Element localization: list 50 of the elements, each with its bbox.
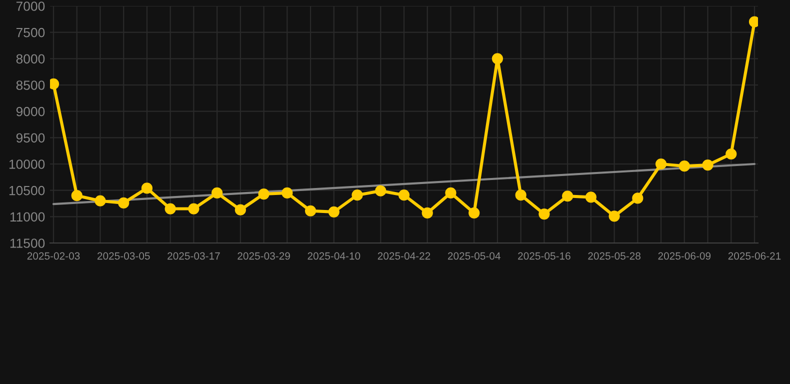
y-tick-label: 10500 xyxy=(9,186,45,196)
point xyxy=(726,148,737,160)
point xyxy=(234,204,246,216)
point xyxy=(515,190,526,201)
x-tick-label: 2025-05-16 xyxy=(518,252,570,260)
point xyxy=(212,187,223,199)
x-tick-label: 2025-03-05 xyxy=(97,252,150,260)
point xyxy=(375,185,386,196)
y-tick-label: 8500 xyxy=(16,80,45,90)
x-tick-label: 2025-05-28 xyxy=(588,252,640,260)
point xyxy=(328,206,340,218)
point xyxy=(352,190,363,201)
point xyxy=(164,203,176,214)
x-tick-label: 2025-06-09 xyxy=(658,252,711,260)
point xyxy=(304,205,316,216)
point xyxy=(141,182,153,194)
point xyxy=(118,197,130,209)
point xyxy=(608,210,620,222)
x-tick-label: 2025-03-29 xyxy=(238,252,290,260)
point xyxy=(655,158,667,170)
point xyxy=(188,203,200,214)
y-tick-label: 8000 xyxy=(16,54,45,64)
y-tick-label: 10000 xyxy=(9,160,45,169)
point xyxy=(562,190,574,202)
point xyxy=(702,159,714,171)
y-tick-label: 9000 xyxy=(16,106,45,116)
y-tick-label: 7000 xyxy=(16,2,45,11)
y-tick-label: 11000 xyxy=(10,212,45,222)
point xyxy=(422,207,433,219)
x-tick-label: 2025-02-03 xyxy=(27,252,80,260)
point xyxy=(492,53,504,64)
y-tick-label: 7500 xyxy=(16,28,45,38)
point xyxy=(585,192,596,203)
point xyxy=(71,190,82,202)
x-tick-label: 2025-05-04 xyxy=(448,252,500,260)
x-tick-label: 2025-04-10 xyxy=(308,252,360,260)
point xyxy=(94,195,106,206)
point xyxy=(282,187,293,199)
point xyxy=(632,192,644,204)
x-tick-label: 2025-06-21 xyxy=(728,252,781,260)
point xyxy=(445,187,456,199)
y-tick-label: 11500 xyxy=(10,238,45,248)
y-tick-label: 9500 xyxy=(16,133,45,143)
point xyxy=(398,190,410,201)
point xyxy=(258,188,270,200)
x-tick-label: 2025-03-17 xyxy=(168,252,220,260)
point xyxy=(468,207,480,219)
point xyxy=(678,160,690,172)
point xyxy=(538,208,550,220)
x-tick-label: 2025-04-22 xyxy=(378,252,430,260)
